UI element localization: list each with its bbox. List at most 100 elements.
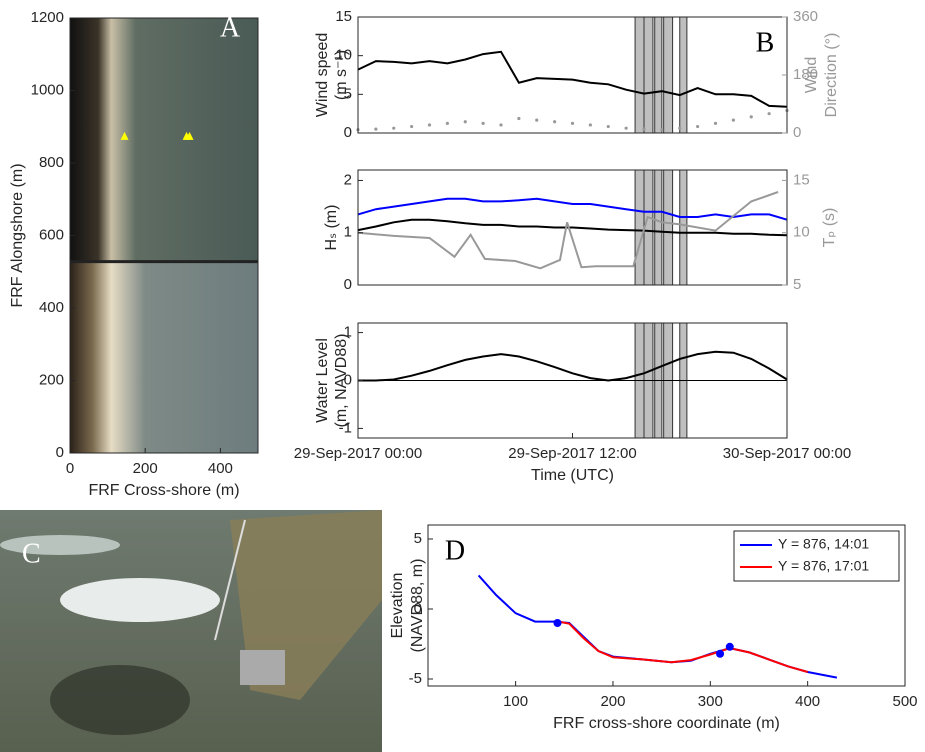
shaded-interval bbox=[679, 16, 688, 134]
direction-dot bbox=[749, 115, 753, 119]
legend-box bbox=[733, 530, 900, 582]
panel-label: B bbox=[756, 27, 775, 58]
x-tick-label: 30-Sep-2017 00:00 bbox=[723, 445, 851, 462]
y-tick-label: 800 bbox=[39, 154, 64, 171]
y-tick-label: 0 bbox=[56, 444, 64, 461]
data-line bbox=[357, 191, 779, 270]
y-tick-label: 1 bbox=[344, 324, 352, 341]
direction-dot bbox=[535, 118, 539, 122]
y-axis-label: Hₛ (m) bbox=[323, 205, 340, 251]
y-axis-label: Wind speed bbox=[314, 33, 331, 118]
marker bbox=[716, 649, 725, 658]
x-tick-label: 0 bbox=[66, 460, 74, 477]
y2-tick-label: 180 bbox=[793, 66, 818, 83]
x-tick-label: 29-Sep-2017 12:00 bbox=[508, 445, 636, 462]
y-tick-label: 1000 bbox=[31, 81, 64, 98]
shaded-interval bbox=[654, 16, 663, 134]
direction-dot bbox=[570, 121, 575, 125]
y-axis-label: Elevation bbox=[389, 573, 406, 639]
y-tick-label: 0 bbox=[344, 276, 352, 293]
data-line bbox=[358, 350, 788, 382]
axes-box bbox=[427, 524, 906, 687]
shaded-interval bbox=[634, 16, 645, 134]
direction-dot bbox=[767, 112, 771, 116]
y2-tick-label: 15 bbox=[793, 171, 810, 188]
y-tick-label: 0 bbox=[344, 371, 352, 388]
direction-dot bbox=[481, 121, 485, 125]
direction-dot bbox=[731, 118, 735, 122]
direction-dot bbox=[374, 127, 378, 131]
y-tick-label: 0 bbox=[344, 124, 352, 141]
direction-dot bbox=[624, 126, 628, 130]
y2-axis-label: Tₚ (s) bbox=[821, 208, 838, 248]
direction-dot bbox=[427, 123, 432, 127]
y-axis-label: FRF Alongshore (m) bbox=[9, 163, 26, 307]
photo-c bbox=[0, 510, 382, 752]
y2-tick-label: 5 bbox=[793, 276, 801, 293]
x-tick-label: 29-Sep-2017 00:00 bbox=[294, 445, 422, 462]
y-tick-label: 2 bbox=[344, 171, 352, 188]
y-tick-label: 5 bbox=[344, 85, 352, 102]
y-axis-label: Water Level bbox=[314, 338, 331, 423]
panel-label: C bbox=[22, 538, 41, 569]
panel-label: A bbox=[220, 12, 241, 43]
data-line bbox=[554, 619, 808, 673]
y-axis-label: (m s⁻¹) bbox=[333, 50, 350, 100]
legend-label: Y = 876, 17:01 bbox=[778, 558, 869, 574]
y-axis-label: (NAVD88, m) bbox=[409, 559, 426, 653]
y-tick-label: -5 bbox=[409, 670, 422, 687]
shaded-interval bbox=[663, 16, 674, 134]
data-line bbox=[357, 197, 788, 221]
marker bbox=[553, 619, 562, 627]
legend-label: Y = 876, 14:01 bbox=[778, 536, 869, 552]
x-tick-label: 400 bbox=[795, 693, 820, 710]
aerial-image bbox=[70, 261, 258, 453]
data-line bbox=[357, 218, 788, 237]
y2-axis-label: Wind bbox=[803, 57, 820, 93]
panel-label: D bbox=[445, 535, 465, 566]
y2-tick-label: 10 bbox=[793, 224, 810, 241]
y-tick-label: 15 bbox=[335, 8, 352, 25]
direction-dot bbox=[553, 120, 557, 124]
y-tick-label: 1200 bbox=[31, 9, 64, 26]
y-tick-label: 600 bbox=[39, 226, 64, 243]
x-tick-label: 200 bbox=[600, 693, 625, 710]
shaded-interval bbox=[654, 169, 663, 286]
direction-dot bbox=[642, 127, 646, 131]
direction-dot bbox=[499, 123, 503, 127]
y-axis-label: (m, NAVD88) bbox=[333, 334, 350, 428]
y-tick-label: 0 bbox=[414, 600, 422, 617]
x-tick-label: 200 bbox=[133, 460, 158, 477]
direction-dot bbox=[445, 121, 449, 125]
marker bbox=[120, 131, 129, 140]
x-axis-label: Time (UTC) bbox=[531, 467, 614, 484]
axes-box bbox=[357, 16, 788, 134]
y-tick-label: 5 bbox=[414, 530, 422, 547]
direction-dot bbox=[517, 116, 521, 121]
shaded-interval bbox=[634, 169, 645, 286]
direction-dot bbox=[678, 126, 682, 130]
y-tick-label: 200 bbox=[39, 371, 64, 388]
shaded-interval bbox=[663, 169, 674, 286]
shaded-interval bbox=[679, 169, 688, 286]
direction-dot bbox=[588, 123, 592, 127]
x-tick-label: 300 bbox=[698, 693, 723, 710]
data-line bbox=[477, 574, 838, 679]
direction-dot bbox=[606, 124, 610, 129]
axes-box bbox=[357, 169, 788, 286]
marker bbox=[725, 642, 734, 651]
y2-tick-label: 0 bbox=[793, 124, 801, 141]
direction-dot bbox=[463, 120, 467, 124]
marker bbox=[185, 131, 194, 140]
y-tick-label: -1 bbox=[339, 419, 352, 436]
y-tick-label: 1 bbox=[344, 224, 352, 241]
y-tick-label: 400 bbox=[39, 299, 64, 316]
x-axis-label: FRF cross-shore coordinate (m) bbox=[553, 715, 780, 732]
direction-dot bbox=[696, 124, 700, 129]
x-tick-label: 500 bbox=[892, 693, 917, 710]
x-tick-label: 100 bbox=[503, 693, 528, 710]
y2-axis-label: Direction (°) bbox=[823, 33, 840, 118]
direction-dot bbox=[410, 124, 414, 129]
direction-dot bbox=[713, 121, 718, 125]
